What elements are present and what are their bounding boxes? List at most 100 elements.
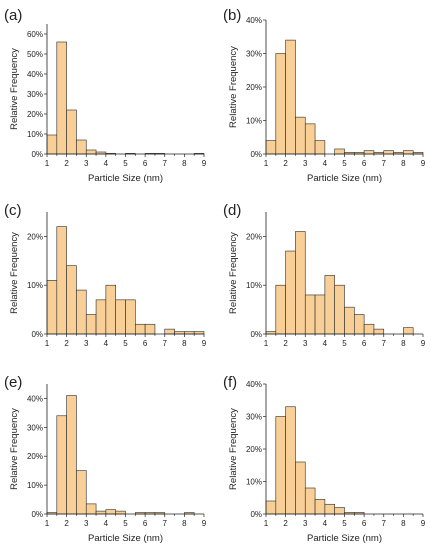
y-axis-label: Relative Frequency [228,408,239,490]
bar-8-nm [403,327,414,335]
panel-label: (a) [4,7,22,24]
x-tick-label: 8 [401,339,406,348]
bar-3-nm [304,123,316,155]
bar-1-nm [265,140,277,155]
y-tick-label: 30% [246,50,262,59]
x-tick-label: 7 [382,339,387,348]
x-tick-label: 8 [401,519,406,528]
y-tick-label: 30% [27,423,43,432]
x-tick-label: 2 [64,339,69,348]
y-tick-label: 0% [31,150,43,159]
bar-2-nm [66,109,77,155]
y-tick-label: 20% [27,110,43,119]
bar-3.5-nm [314,140,326,155]
x-tick-label: 6 [362,339,367,348]
bar-4-nm [324,275,335,335]
bar-6-nm [144,323,156,335]
bar-4.5-nm [334,507,345,515]
chart-panel-4: 1 2 3 4 5 6 7 8 9 0% 10% 20% Relative Frequency (d) [223,202,426,348]
x-tick-label: 5 [342,159,347,168]
y-axis-label: Relative Frequency [9,48,20,130]
x-tick-label: 9 [202,339,207,348]
bar-3.5-nm [95,510,107,515]
bar-3-nm [304,487,316,515]
chart-panel-2: 1 2 3 4 5 6 7 8 9 0% 10% 20% 30% 40% Particle Size (nm… [223,7,426,184]
x-tick-label: 6 [362,159,367,168]
y-tick-label: 10% [246,281,262,290]
bar-3.5-nm [95,299,107,335]
x-tick-label: 3 [84,159,89,168]
x-tick-label: 1 [264,519,269,528]
x-tick-label: 8 [182,519,187,528]
x-tick-label: 3 [84,339,89,348]
x-tick-label: 4 [104,159,109,168]
bar-3.5-nm [314,294,326,335]
x-axis-label: Particle Size (nm) [307,173,382,184]
y-tick-label: 40% [246,380,262,389]
bar-7-nm [164,328,175,335]
bar-4.5-nm [115,510,126,515]
bar-2.5-nm [295,461,306,515]
y-tick-label: 50% [27,50,43,59]
bar-4-nm [324,503,335,515]
x-tick-label: 6 [143,519,148,528]
bar-5.5-nm [354,314,365,335]
y-axis-label: Relative Frequency [9,408,20,490]
bar-2.5-nm [295,231,306,335]
y-tick-label: 10% [27,481,43,490]
y-tick-label: 0% [250,330,262,339]
x-tick-label: 9 [421,159,426,168]
bar-1-nm [46,280,58,335]
y-tick-label: 10% [27,130,43,139]
y-tick-label: 30% [246,413,262,422]
bar-2-nm [66,265,77,335]
bar-5.5-nm [135,323,146,335]
y-tick-label: 10% [246,478,262,487]
bar-2-nm [285,406,296,515]
chart-panel-5: 1 2 3 4 5 6 7 8 9 0% 10% 20% 30% 40% Particle Size (nm… [4,374,207,544]
bar-1.5-nm [275,53,286,155]
x-tick-label: 7 [163,339,168,348]
y-tick-label: 40% [27,70,43,79]
bar-3.5-nm [314,499,326,515]
x-tick-label: 6 [362,519,367,528]
bar-4.5-nm [115,299,126,335]
x-tick-label: 8 [182,339,187,348]
bar-2-nm [285,39,296,155]
bar-2-nm [285,250,296,335]
x-tick-label: 2 [283,519,288,528]
x-tick-label: 6 [143,159,148,168]
x-tick-label: 1 [45,159,50,168]
bar-1.5-nm [56,226,67,335]
x-tick-label: 2 [283,159,288,168]
bar-2-nm [66,395,77,515]
panel-label: (c) [4,202,22,219]
x-tick-label: 5 [123,339,128,348]
x-tick-label: 5 [123,159,128,168]
x-tick-label: 7 [382,159,387,168]
bar-4.5-nm [334,284,345,335]
y-tick-label: 0% [250,150,262,159]
chart-panel-3: 1 2 3 4 5 6 7 8 9 0% 10% 20% Relative Frequency (c) [4,202,207,348]
x-tick-label: 9 [421,339,426,348]
bar-3-nm [85,314,97,335]
chart-panel-6: 1 2 3 4 5 6 7 8 9 0% 10% 20% 30% 40% Particle Size (nm… [223,374,426,544]
bar-2.5-nm [76,139,87,155]
bar-1.5-nm [275,284,286,335]
x-tick-label: 4 [104,339,109,348]
y-tick-label: 40% [246,16,262,25]
x-tick-label: 3 [303,339,308,348]
x-tick-label: 2 [64,159,69,168]
x-tick-label: 1 [264,339,269,348]
bar-1-nm [265,500,277,515]
bar-6-nm [363,150,375,155]
bar-1-nm [46,134,58,155]
panel-label: (f) [223,374,237,391]
bar-4.5-nm [334,148,345,155]
x-tick-label: 5 [123,519,128,528]
x-tick-label: 8 [182,159,187,168]
y-tick-label: 20% [27,452,43,461]
bar-3-nm [85,149,97,155]
x-tick-label: 4 [323,519,328,528]
